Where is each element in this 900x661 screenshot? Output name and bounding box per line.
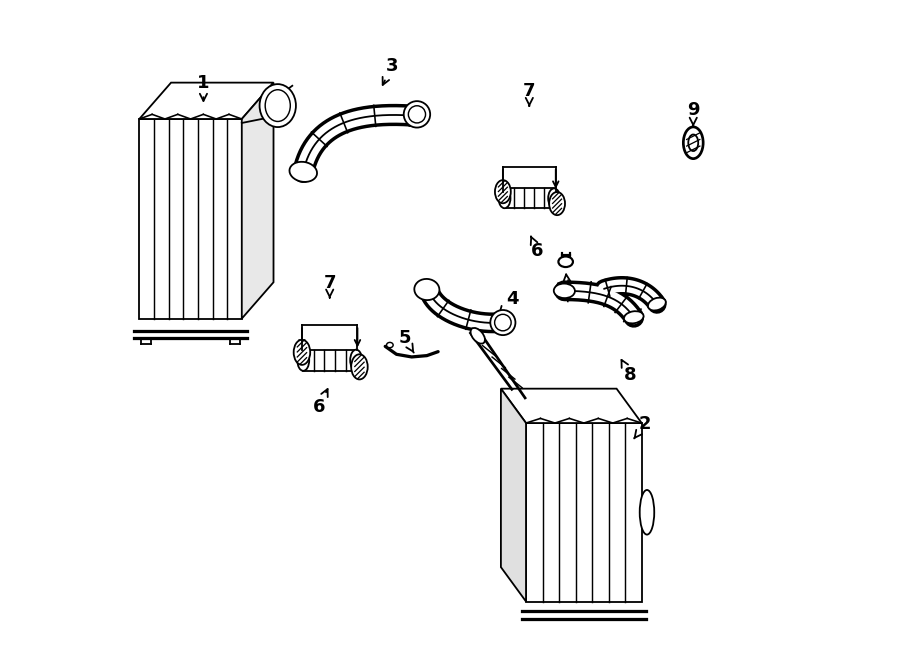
- Polygon shape: [242, 83, 274, 319]
- Ellipse shape: [688, 134, 698, 151]
- Text: 7: 7: [523, 82, 536, 106]
- Ellipse shape: [471, 328, 485, 344]
- Text: 7: 7: [323, 274, 336, 297]
- Ellipse shape: [297, 350, 310, 371]
- Text: 5: 5: [399, 329, 414, 352]
- Ellipse shape: [290, 162, 317, 182]
- Ellipse shape: [624, 311, 644, 323]
- Ellipse shape: [495, 180, 511, 204]
- Text: 8: 8: [622, 360, 636, 385]
- Text: 6: 6: [531, 237, 544, 260]
- Ellipse shape: [293, 340, 310, 365]
- Text: 6: 6: [313, 389, 328, 416]
- Ellipse shape: [266, 90, 291, 122]
- Polygon shape: [140, 119, 242, 319]
- Polygon shape: [140, 83, 274, 119]
- Ellipse shape: [414, 279, 439, 300]
- Ellipse shape: [409, 106, 426, 123]
- Text: 1: 1: [197, 73, 210, 101]
- Ellipse shape: [558, 256, 573, 267]
- Ellipse shape: [549, 192, 565, 215]
- Ellipse shape: [499, 188, 510, 208]
- Text: 3: 3: [382, 57, 398, 85]
- Ellipse shape: [404, 101, 430, 128]
- Ellipse shape: [491, 310, 516, 335]
- Ellipse shape: [683, 127, 703, 159]
- Polygon shape: [501, 389, 526, 602]
- Text: 9: 9: [687, 101, 699, 126]
- Ellipse shape: [350, 350, 362, 371]
- Ellipse shape: [548, 188, 560, 208]
- Ellipse shape: [495, 315, 511, 330]
- Ellipse shape: [351, 354, 368, 379]
- Ellipse shape: [648, 297, 666, 311]
- Text: 2: 2: [634, 415, 652, 438]
- Text: 10: 10: [555, 274, 580, 299]
- Ellipse shape: [640, 490, 654, 535]
- Text: 4: 4: [500, 290, 519, 314]
- Polygon shape: [501, 389, 642, 423]
- Ellipse shape: [386, 342, 393, 348]
- Ellipse shape: [259, 84, 296, 127]
- Ellipse shape: [554, 284, 575, 298]
- Polygon shape: [526, 423, 642, 602]
